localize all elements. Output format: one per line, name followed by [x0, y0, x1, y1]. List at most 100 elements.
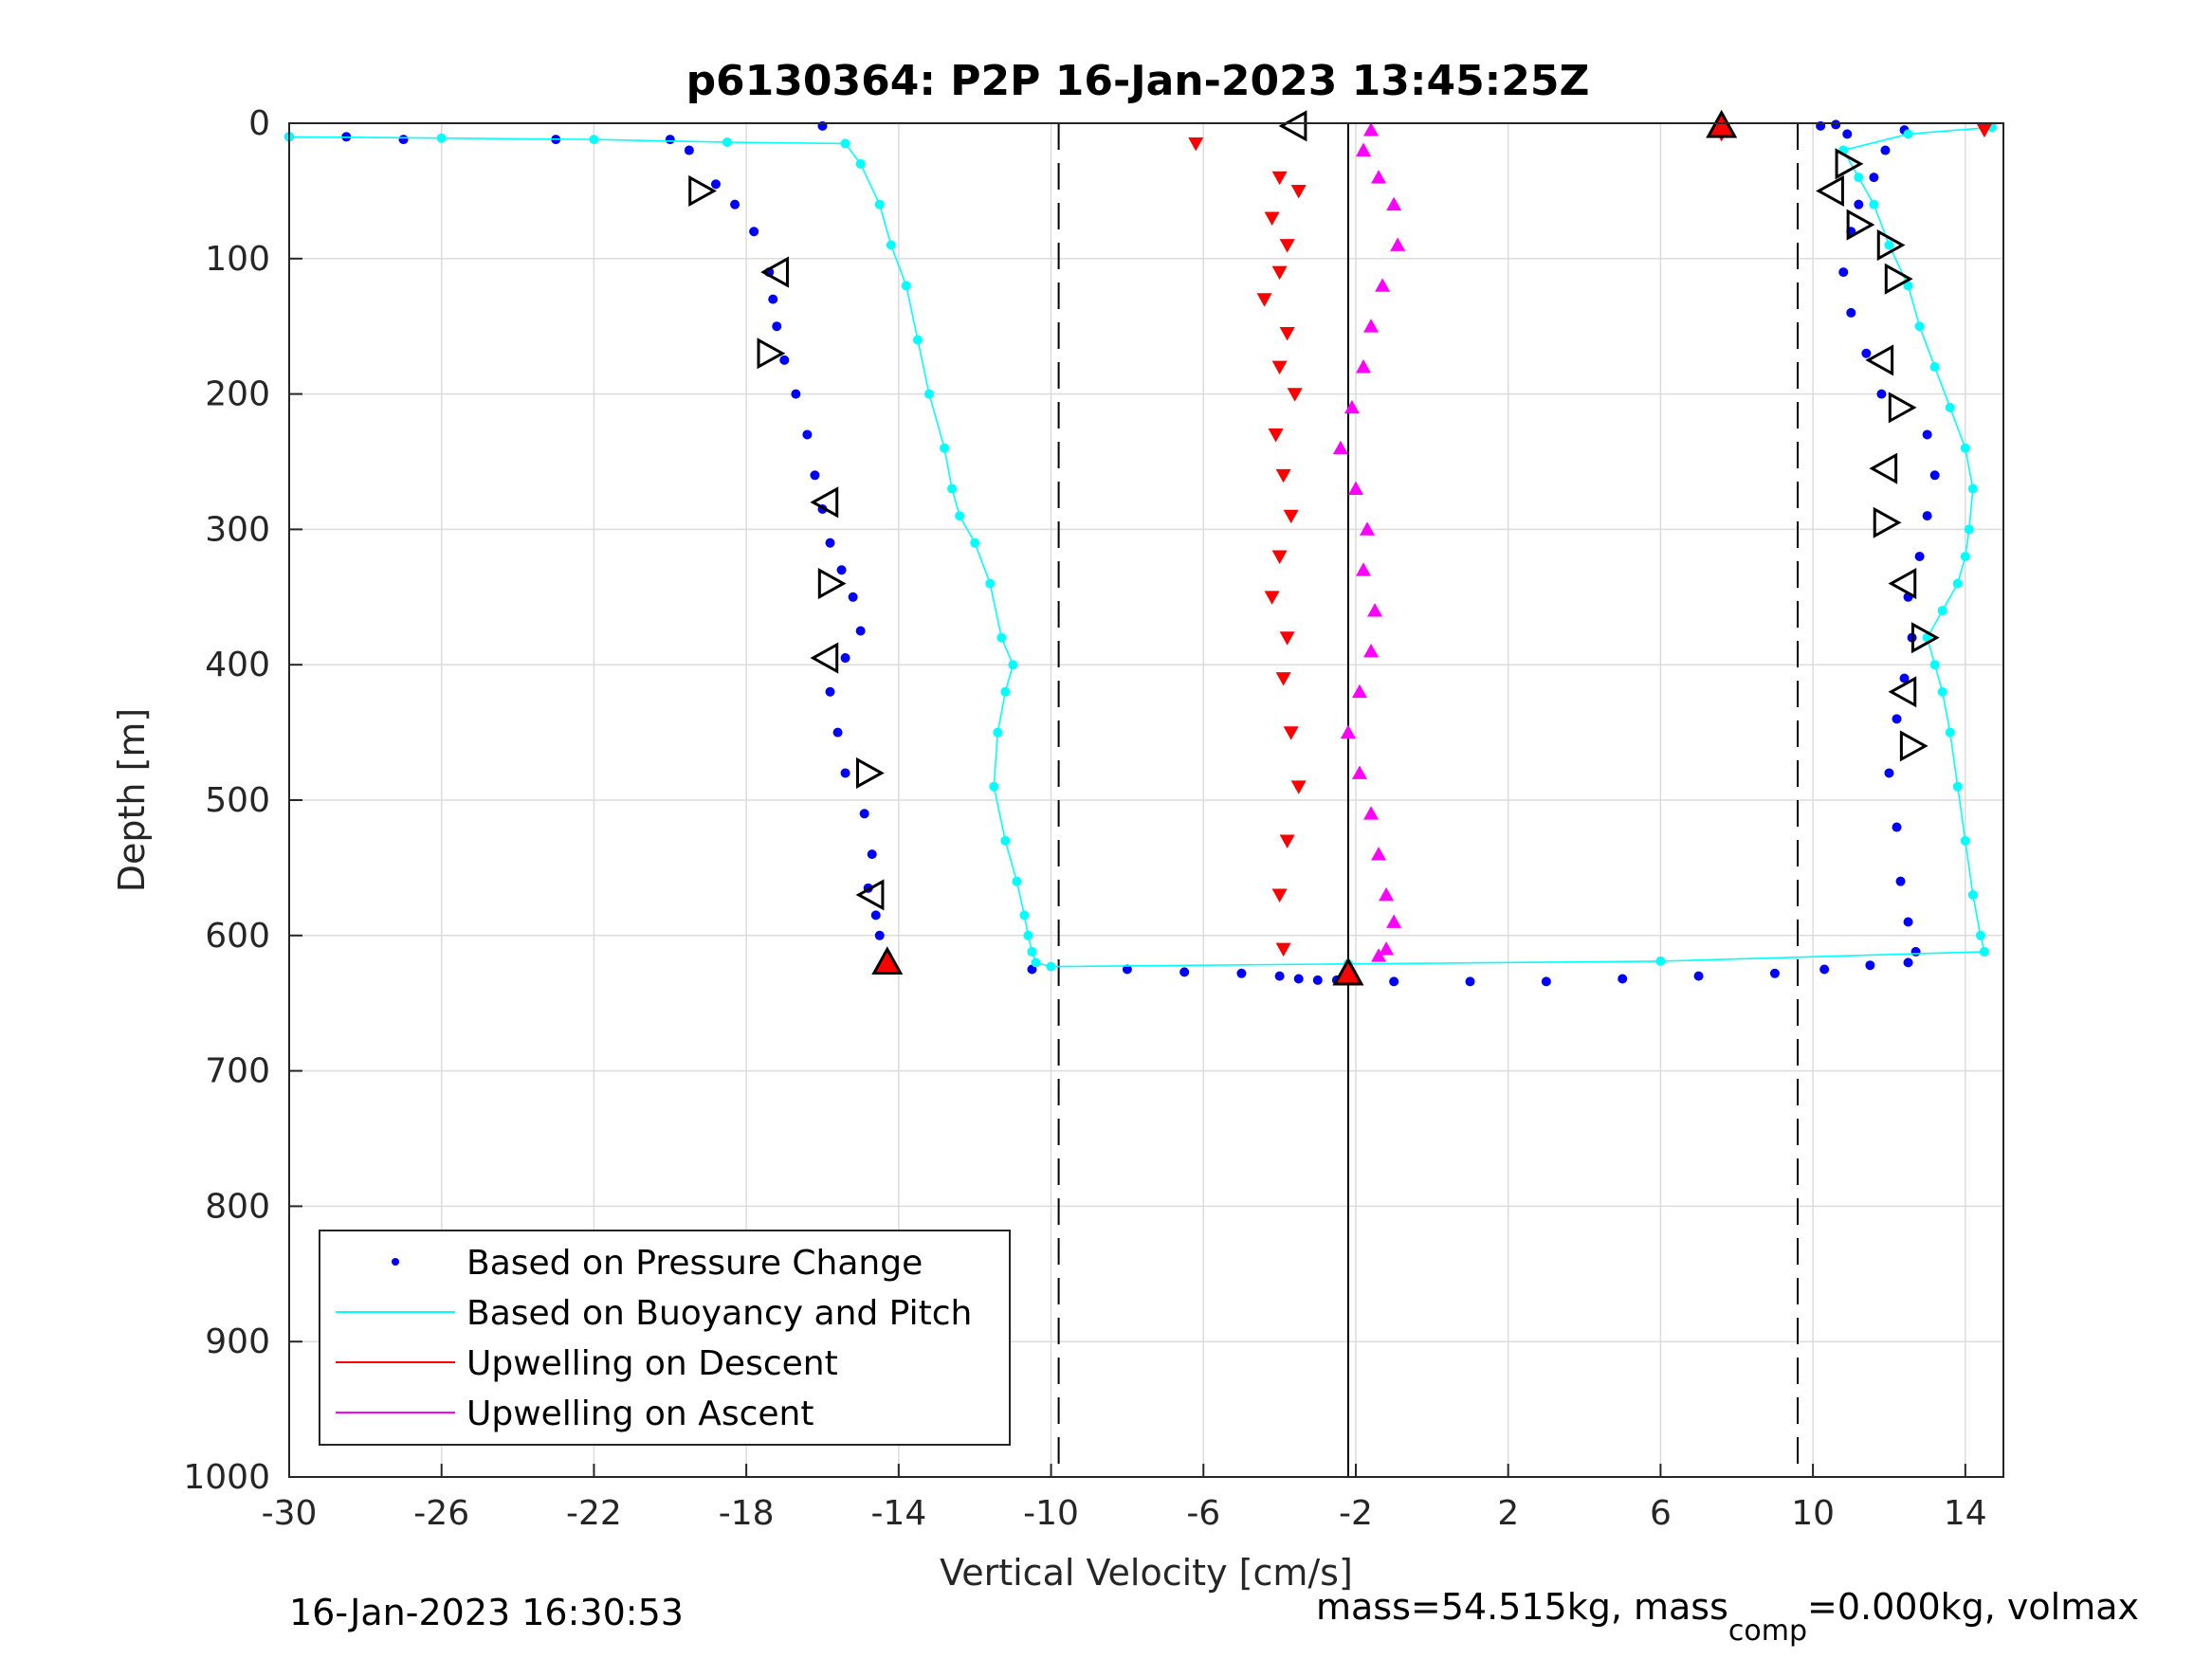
data-point — [1279, 239, 1295, 253]
data-point — [1903, 957, 1913, 968]
data-point — [1363, 806, 1380, 820]
left-triangle-marker — [1888, 567, 1917, 600]
data-point — [1880, 145, 1891, 155]
y-axis-label: Depth [m] — [111, 708, 153, 893]
data-point — [1290, 780, 1307, 794]
data-point — [1000, 686, 1011, 697]
data-point — [1903, 129, 1913, 139]
footer-mass-info: mass=54.515kg, masscomp=0.000kg, volmax — [1316, 1586, 2139, 1648]
x-tick-label: 14 — [1944, 1494, 1987, 1533]
data-point — [840, 653, 850, 664]
x-tick-label: -6 — [1186, 1494, 1220, 1533]
data-point — [1884, 768, 1894, 778]
data-point — [1271, 360, 1288, 375]
data-point — [1271, 171, 1288, 186]
data-point — [1379, 886, 1395, 902]
data-point — [859, 809, 869, 819]
right-triangle-marker — [1873, 506, 1902, 538]
data-point — [1693, 971, 1704, 981]
data-point — [1819, 964, 1830, 975]
data-point — [722, 137, 733, 147]
y-tick-label: 0 — [248, 104, 270, 143]
ticks: -30 -26 -22 -18 -14 -10 -6 -2 2 6 10 14010020030040… — [183, 104, 1986, 1533]
data-point — [1275, 672, 1291, 686]
left-triangle-marker — [1888, 676, 1917, 708]
markers-layer — [688, 109, 1940, 986]
data-point — [1023, 930, 1033, 940]
left-triangle-marker — [1816, 174, 1844, 207]
right-triangle-marker — [1888, 392, 1917, 424]
reference-lines — [1057, 123, 1800, 1477]
data-point — [855, 626, 866, 636]
data-point — [1769, 968, 1780, 978]
data-point — [1929, 660, 1940, 670]
chart-title: p6130364: P2P 16-Jan-2023 13:45:25Z — [686, 57, 1590, 105]
data-point — [1188, 137, 1204, 152]
data-point — [1854, 173, 1864, 183]
data-point — [1347, 481, 1363, 495]
left-triangle-marker — [1865, 344, 1894, 376]
data-point — [1264, 211, 1280, 226]
data-point — [1275, 468, 1291, 483]
data-point — [840, 138, 850, 149]
data-point — [1356, 142, 1372, 156]
legend-label-descent: Upwelling on Descent — [466, 1344, 838, 1383]
x-tick-label: -10 — [1023, 1494, 1079, 1533]
data-point — [1964, 524, 1974, 535]
data-point — [985, 578, 996, 589]
data-point — [901, 281, 911, 291]
data-point — [1831, 119, 1841, 130]
data-point — [1012, 876, 1022, 886]
left-triangle-marker — [1869, 452, 1898, 484]
data-point — [1465, 976, 1475, 987]
x-tick-label: -18 — [719, 1494, 775, 1533]
data-point — [1899, 673, 1910, 684]
data-point — [710, 179, 721, 190]
data-point — [874, 199, 885, 210]
data-point — [996, 632, 1007, 643]
data-point — [791, 389, 801, 399]
data-point — [1854, 199, 1864, 210]
data-point — [1351, 765, 1367, 779]
x-tick-label: -2 — [1339, 1494, 1373, 1533]
data-point — [1274, 971, 1285, 981]
data-point — [1842, 129, 1853, 139]
y-tick-label: 100 — [205, 240, 270, 279]
left-triangle-marker — [810, 486, 839, 519]
data-point — [1000, 835, 1011, 846]
y-tick-label: 200 — [205, 375, 270, 414]
data-point — [840, 768, 850, 778]
data-point — [870, 910, 881, 921]
data-point — [1929, 470, 1940, 481]
data-point — [1046, 961, 1056, 972]
data-point — [1386, 914, 1402, 928]
data-point — [993, 727, 1003, 738]
data-point — [1287, 388, 1303, 402]
right-triangle-marker — [1910, 622, 1940, 654]
legend-label-ascent: Upwelling on Ascent — [466, 1395, 814, 1433]
legend-label-buoyancy: Based on Buoyancy and Pitch — [466, 1294, 972, 1333]
data-point — [1914, 321, 1925, 332]
data-point — [1283, 509, 1299, 524]
red-triangle-marker — [871, 946, 904, 975]
x-tick-label: 2 — [1497, 1494, 1519, 1533]
data-point — [589, 135, 599, 145]
data-point — [1356, 359, 1372, 374]
data-point — [1375, 278, 1391, 292]
legend-marker-pressure — [392, 1258, 399, 1266]
red-triangle-marker — [1706, 109, 1738, 138]
data-point — [1371, 170, 1387, 184]
data-point — [1929, 362, 1940, 373]
data-point — [1945, 402, 1955, 412]
data-point — [1892, 822, 1902, 832]
data-point — [1275, 942, 1291, 957]
footer-mass-suffix: =0.000kg, volmax — [1807, 1586, 2139, 1628]
data-point — [1895, 876, 1906, 886]
data-point — [1937, 686, 1947, 697]
y-tick-label: 400 — [205, 646, 270, 684]
data-point — [1655, 956, 1666, 966]
data-point — [886, 240, 896, 250]
x-axis-label: Vertical Velocity [cm/s] — [940, 1552, 1353, 1594]
data-point — [1363, 319, 1380, 333]
